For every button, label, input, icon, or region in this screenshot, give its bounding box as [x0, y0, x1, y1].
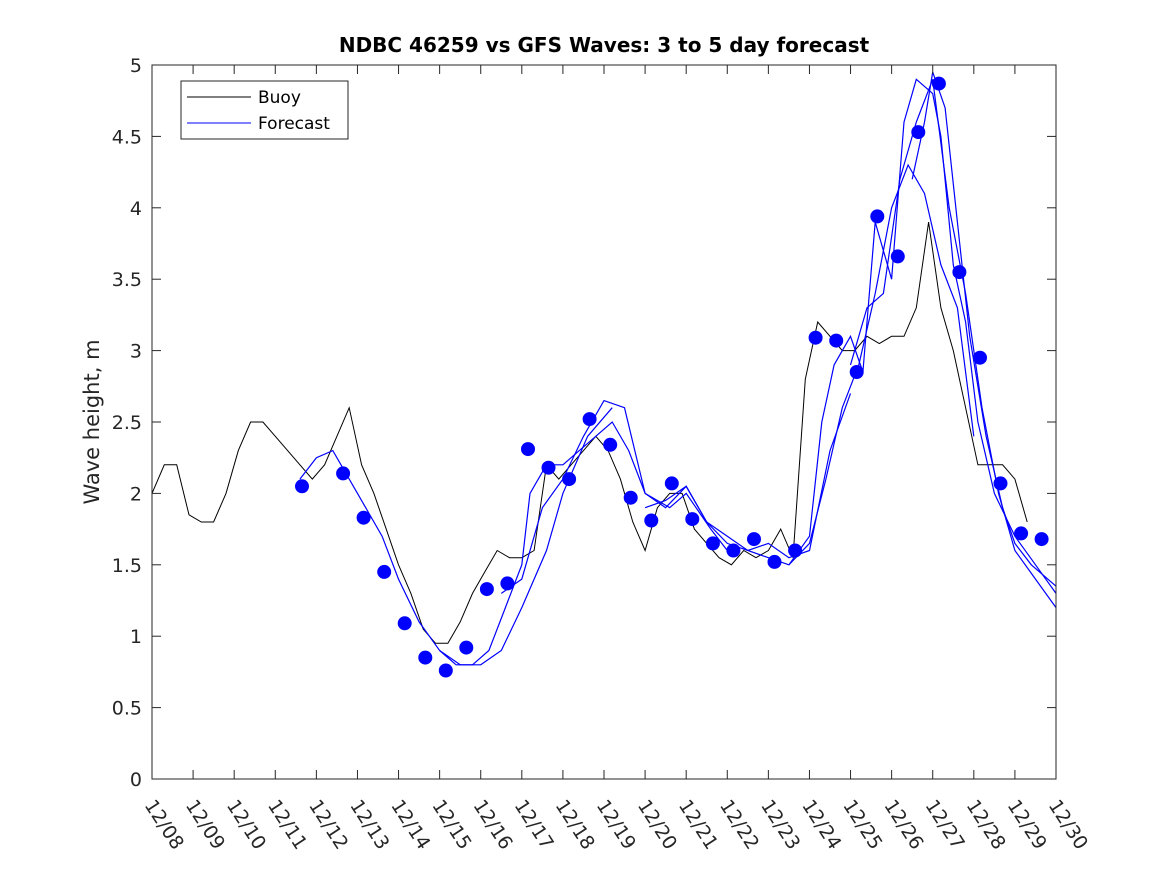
forecast-point [418, 650, 433, 665]
forecast-point [1034, 532, 1049, 547]
y-tick-label: 1 [130, 626, 142, 648]
forecast-point [890, 249, 905, 264]
forecast-point [479, 582, 494, 597]
forecast-point [993, 476, 1008, 491]
forecast-point [562, 472, 577, 487]
forecast-point [664, 476, 679, 491]
forecast-point [788, 543, 803, 558]
forecast-point [459, 640, 474, 655]
y-tick-label: 3.5 [112, 269, 142, 291]
forecast-point [870, 209, 885, 224]
forecast-point [1014, 526, 1029, 541]
forecast-point [973, 350, 987, 365]
forecast-point [397, 616, 412, 631]
legend-forecast-label: Forecast [258, 114, 330, 134]
y-tick-label: 1.5 [112, 555, 142, 577]
forecast-point [849, 365, 864, 379]
y-tick-label: 5 [130, 55, 142, 77]
forecast-run-line-2 [439, 421, 728, 666]
forecast-point [356, 510, 371, 525]
forecast-point [336, 466, 351, 481]
forecast-point [295, 479, 309, 494]
forecast-point [808, 330, 823, 345]
forecast-point [747, 532, 761, 547]
forecast-point [377, 564, 392, 579]
forecast-point [829, 333, 844, 348]
buoy-series-line [151, 222, 1028, 644]
legend-buoy-label: Buoy [258, 88, 301, 108]
chart-title: NDBC 46259 vs GFS Waves: 3 to 5 day fore… [339, 33, 870, 57]
plot-area [152, 65, 1056, 779]
marks-layer [151, 71, 1057, 678]
y-tick-label: 2.5 [112, 412, 142, 434]
forecast-point [438, 663, 453, 678]
forecast-point [644, 513, 659, 528]
forecast-point [623, 490, 638, 505]
forecast-point [603, 437, 618, 452]
forecast-run-line-7 [911, 71, 1057, 587]
forecast-run-line-6 [849, 79, 1057, 608]
forecast-point [541, 460, 556, 475]
y-tick-label: 0.5 [112, 698, 142, 720]
forecast-point [582, 412, 597, 427]
forecast-point [521, 442, 535, 457]
forecast-point [685, 512, 700, 527]
y-tick-label: 2 [130, 483, 142, 505]
y-tick-label: 4 [130, 198, 142, 220]
y-tick-label: 3 [130, 341, 142, 363]
forecast-point [931, 76, 946, 91]
forecast-point [726, 543, 741, 558]
forecast-point [767, 554, 782, 569]
forecast-point [911, 125, 926, 140]
legend-box [180, 80, 349, 140]
forecast-run-line-4 [644, 163, 975, 566]
forecast-point [952, 265, 967, 280]
y-tick-label: 4.5 [112, 126, 142, 148]
forecast-point [705, 536, 720, 551]
legend: Buoy Forecast [180, 80, 349, 140]
y-axis-label: Wave height, m [80, 339, 104, 504]
forecast-point [500, 576, 515, 591]
y-tick-label: 0 [130, 769, 142, 791]
forecast-run-line-5 [788, 78, 1057, 594]
